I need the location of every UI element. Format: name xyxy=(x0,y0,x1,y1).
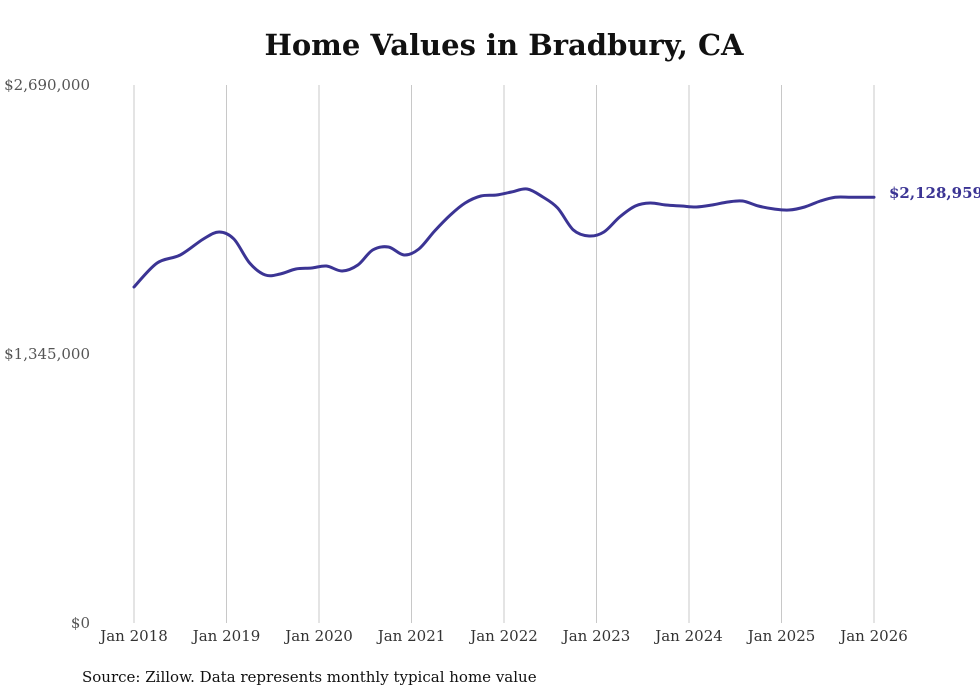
x-tick-label: Jan 2023 xyxy=(561,627,631,645)
x-tick-label: Jan 2025 xyxy=(746,627,816,645)
y-tick-label: $1,345,000 xyxy=(4,345,90,363)
x-tick-label: Jan 2022 xyxy=(468,627,538,645)
x-tick-label: Jan 2024 xyxy=(653,627,723,645)
y-tick-label: $0 xyxy=(71,614,90,632)
source-note: Source: Zillow. Data represents monthly … xyxy=(82,668,537,686)
x-axis: Jan 2018 Jan 2019 Jan 2020 Jan 2021 Jan 2022… xyxy=(98,627,908,645)
gridlines xyxy=(133,85,875,623)
end-value-label: $2,128,959 xyxy=(889,184,980,202)
x-tick-label: Jan 2020 xyxy=(283,627,353,645)
x-tick-label: Jan 2019 xyxy=(191,627,261,645)
x-tick-label: Jan 2026 xyxy=(838,627,908,645)
y-axis: $0 $1,345,000 $2,690,000 xyxy=(4,76,90,632)
series-layer: $2,128,959 xyxy=(132,184,980,289)
series-line-0 xyxy=(132,187,876,289)
chart-title: Home Values in Bradbury, CA xyxy=(264,28,744,62)
y-tick-label: $2,690,000 xyxy=(4,76,90,94)
x-tick-label: Jan 2021 xyxy=(376,627,446,645)
x-tick-label: Jan 2018 xyxy=(98,627,168,645)
